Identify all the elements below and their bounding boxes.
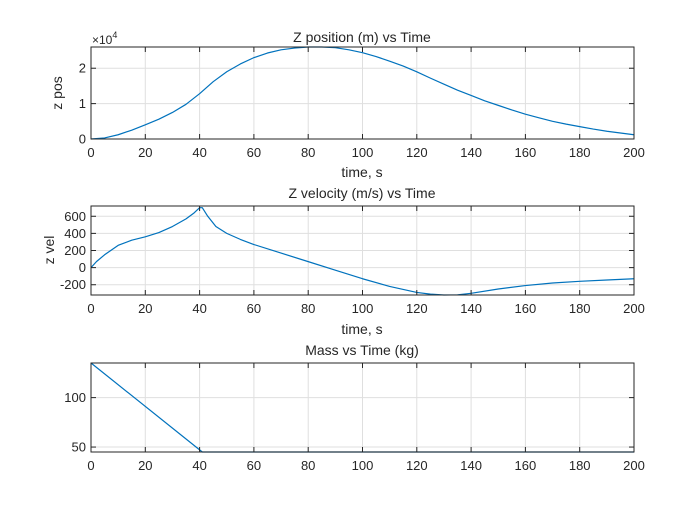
z-velocity-x-tick-label: 80 [301,301,315,316]
mass-x-tick-label: 120 [406,458,428,473]
mass-x-tick-label: 40 [192,458,206,473]
z-position-ylabel: z pos [49,76,65,109]
mass-x-tick-label: 100 [352,458,374,473]
z-velocity-x-tick-label: 100 [352,301,374,316]
z-velocity-x-tick-label: 20 [138,301,152,316]
z-position-x-tick-label: 160 [515,145,537,160]
z-velocity-x-tick-label: 40 [192,301,206,316]
z-position-x-tick-label: 80 [301,145,315,160]
z-position-x-tick-label: 60 [247,145,261,160]
mass-x-tick-label: 80 [301,458,315,473]
z-velocity-x-tick-label: 140 [460,301,482,316]
z-velocity-y-tick-label: -200 [60,277,86,292]
z-velocity-x-tick-label: 120 [406,301,428,316]
z-position-x-tick-label: 180 [569,145,591,160]
z-velocity-x-tick-label: 160 [515,301,537,316]
z-velocity-y-tick-label: 600 [64,209,86,224]
z-velocity-y-tick-label: 400 [64,226,86,241]
z-position-x-tick-label: 40 [192,145,206,160]
z-velocity-x-tick-label: 200 [623,301,645,316]
z-position-y-tick-label: 0 [79,132,86,147]
z-velocity-ylabel: z vel [41,236,57,265]
z-velocity-x-tick-label: 60 [247,301,261,316]
mass-x-tick-label: 180 [569,458,591,473]
z-velocity-title: Z velocity (m/s) vs Time [288,185,435,201]
z-velocity-subplot: Z velocity (m/s) vs Time z vel time, s 0… [41,185,645,337]
mass-title: Mass vs Time (kg) [305,342,419,358]
z-position-x-tick-label: 20 [138,145,152,160]
z-position-series-line [90,46,635,140]
z-velocity-x-tick-label: 180 [569,301,591,316]
z-velocity-series-line [90,207,635,296]
z-position-exponent-label: ×104 [92,30,117,47]
z-position-x-tick-label: 120 [406,145,428,160]
z-velocity-y-tick-label: 0 [79,260,86,275]
mass-x-tick-label: 160 [515,458,537,473]
mass-x-tick-label: 20 [138,458,152,473]
z-position-title: Z position (m) vs Time [293,29,431,45]
mass-x-tick-label: 0 [87,458,94,473]
z-position-x-tick-label: 100 [352,145,374,160]
z-velocity-y-tick-label: 200 [64,243,86,258]
z-velocity-x-tick-label: 0 [87,301,94,316]
mass-x-tick-label: 140 [460,458,482,473]
z-position-y-tick-label: 2 [79,61,86,76]
z-position-x-tick-label: 200 [623,145,645,160]
z-position-xlabel: time, s [341,164,382,180]
z-position-subplot: Z position (m) vs Time ×104 z pos time, … [49,29,645,180]
z-position-x-tick-label: 140 [460,145,482,160]
z-position-x-tick-label: 0 [87,145,94,160]
mass-x-tick-label: 200 [623,458,645,473]
mass-y-tick-label: 50 [72,440,86,455]
z-position-y-tick-label: 1 [79,96,86,111]
mass-y-tick-label: 100 [64,390,86,405]
mass-x-tick-label: 60 [247,458,261,473]
mass-subplot: Mass vs Time (kg) 0 20 40 60 80 100 120 140 160 1… [64,342,645,473]
z-velocity-xlabel: time, s [341,321,382,337]
